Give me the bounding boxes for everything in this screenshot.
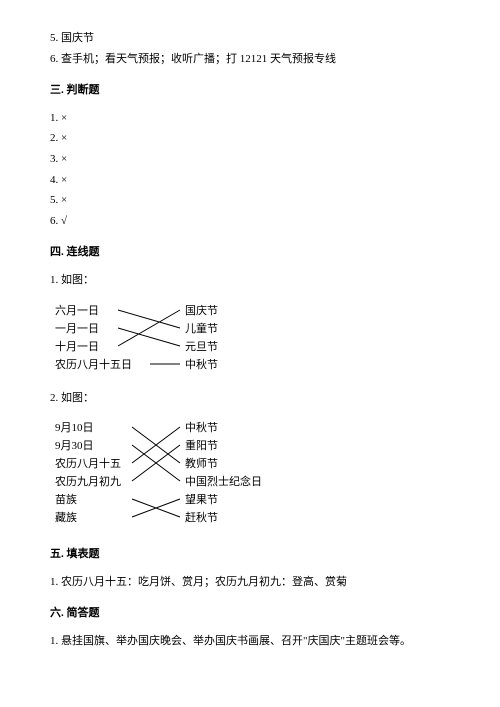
judge-5: 5. × (50, 192, 450, 210)
svg-text:9月30日: 9月30日 (55, 440, 94, 452)
answer-6: 6. 查手机；看天气预报；收听广播；打 12121 天气预报专线 (50, 51, 450, 69)
svg-text:9月10日: 9月10日 (55, 422, 94, 434)
svg-text:农历八月十五日: 农历八月十五日 (55, 357, 132, 371)
svg-text:重阳节: 重阳节 (185, 438, 218, 452)
judgement-list: 1. × 2. × 3. × 4. × 5. × 6. √ (50, 110, 450, 231)
svg-text:儿童节: 儿童节 (185, 321, 218, 335)
svg-text:农历九月初九: 农历九月初九 (55, 474, 121, 488)
matching-q2-label: 2. 如图： (50, 390, 450, 408)
matching-figure-2: 9月10日 9月30日农历八月十五农历九月初九苗族藏族 中秋节重阳节教师节中国烈士纪… (50, 417, 450, 532)
svg-text:中秋节: 中秋节 (185, 357, 218, 371)
matching-svg-2: 9月10日 9月30日农历八月十五农历九月初九苗族藏族 中秋节重阳节教师节中国烈士纪… (50, 417, 280, 532)
judge-6: 6. √ (50, 213, 450, 231)
svg-text:十月一日: 十月一日 (55, 339, 99, 353)
svg-text:教师节: 教师节 (185, 457, 218, 470)
section-3-title: 三. 判断题 (50, 82, 450, 100)
svg-text:中秋节: 中秋节 (185, 420, 218, 434)
matching-svg-1: 六月一日一月一日十月一日农历八月十五日 国庆节儿童节元旦节中秋节 (50, 300, 250, 380)
fill-answer-1: 1. 农历八月十五：吃月饼、赏月；农历九月初九：登高、赏菊 (50, 574, 450, 592)
judge-2: 2. × (50, 130, 450, 148)
svg-text:农历八月十五: 农历八月十五 (55, 456, 121, 470)
answer-5: 5. 国庆节 (50, 30, 450, 48)
judge-1: 1. × (50, 110, 450, 128)
svg-text:六月一日: 六月一日 (55, 304, 99, 317)
svg-text:国庆节: 国庆节 (185, 303, 218, 317)
svg-text:藏族: 藏族 (55, 510, 77, 524)
svg-text:中国烈士纪念日: 中国烈士纪念日 (185, 474, 262, 488)
svg-text:望果节: 望果节 (185, 493, 218, 506)
matching-figure-1: 六月一日一月一日十月一日农历八月十五日 国庆节儿童节元旦节中秋节 (50, 300, 450, 380)
section-6-title: 六. 简答题 (50, 605, 450, 623)
matching-q1-label: 1. 如图： (50, 272, 450, 290)
judge-3: 3. × (50, 151, 450, 169)
judge-4: 4. × (50, 172, 450, 190)
svg-text:一月一日: 一月一日 (55, 323, 99, 335)
svg-text:赶秋节: 赶秋节 (185, 510, 218, 524)
svg-text:元旦节: 元旦节 (185, 340, 218, 353)
svg-text:苗族: 苗族 (55, 492, 77, 506)
short-answer-1: 1. 悬挂国旗、举办国庆晚会、举办国庆书画展、召开"庆国庆"主题班会等。 (50, 633, 450, 651)
section-4-title: 四. 连线题 (50, 244, 450, 262)
section-5-title: 五. 填表题 (50, 546, 450, 564)
